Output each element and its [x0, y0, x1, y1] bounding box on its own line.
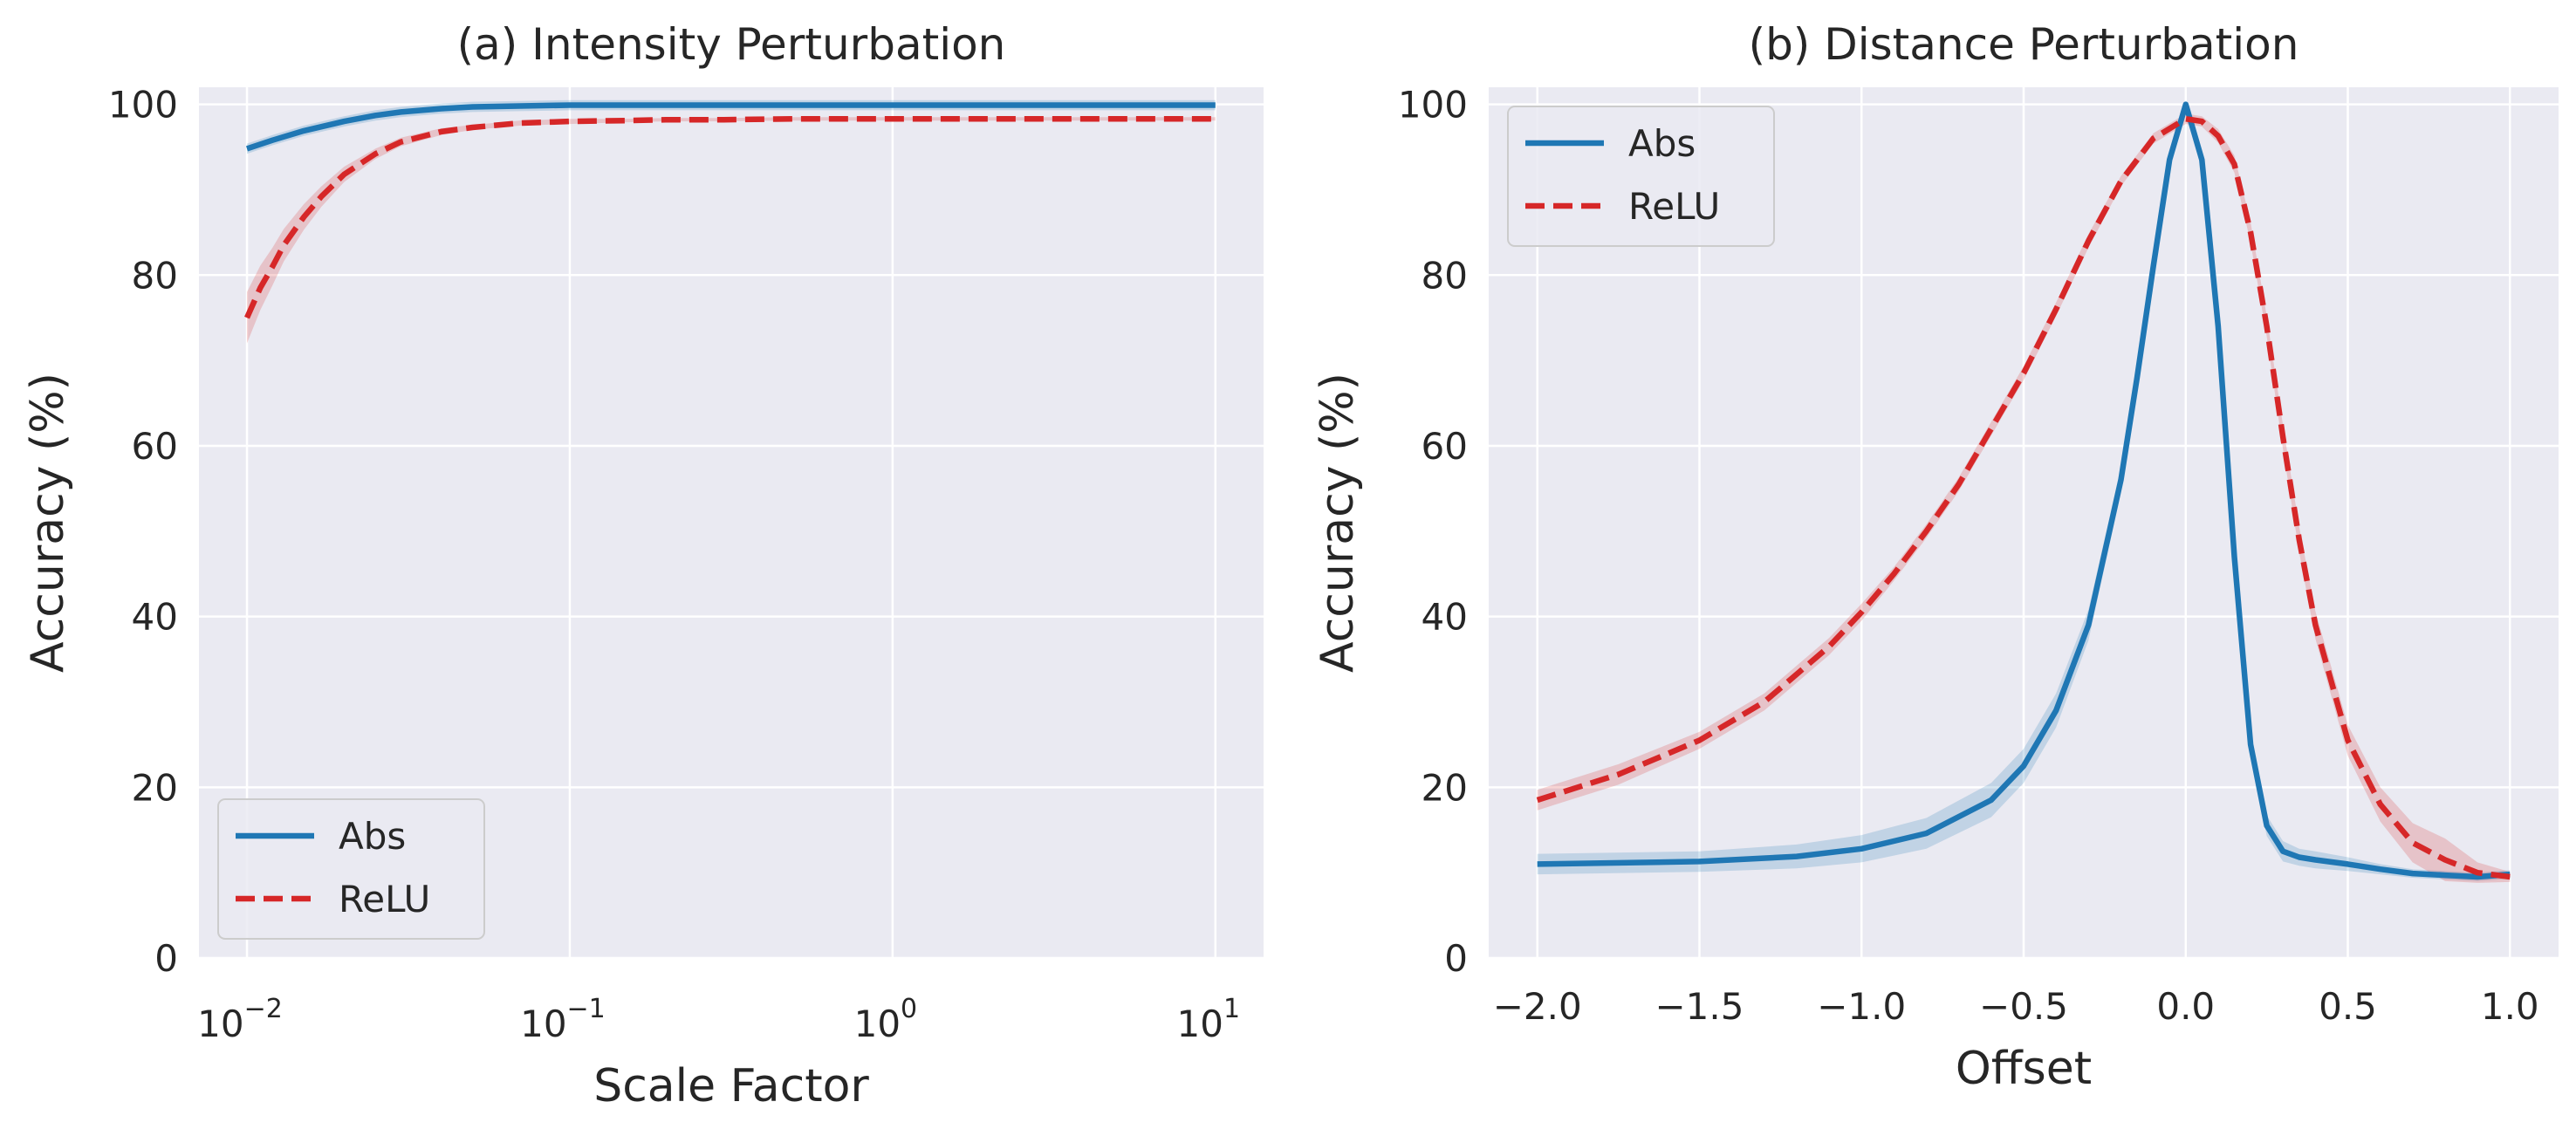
x-tick-label: −0.5 — [1979, 985, 2068, 1028]
x-tick-label: −1.0 — [1817, 985, 1906, 1028]
y-tick-label: 0 — [1444, 937, 1468, 980]
legend-label-abs: Abs — [339, 815, 406, 858]
y-tick-label: 0 — [154, 937, 178, 980]
legend-distance: Abs ReLU — [1507, 106, 1775, 247]
ticks-intensity: 0 20 40 60 80 100 10−2 10−1 100 101 — [108, 84, 1240, 1045]
x-tick-label: 1.0 — [2481, 985, 2539, 1028]
x-tick-label: 101 — [1177, 994, 1241, 1045]
legend-label-relu: ReLU — [1628, 185, 1720, 228]
x-tick-label: 10−1 — [520, 994, 606, 1045]
series-line-relu — [1536, 115, 2511, 880]
legend-intensity: Abs ReLU — [217, 798, 485, 940]
x-tick-label: 0.5 — [2319, 985, 2377, 1028]
chart-title-intensity: (a) Intensity Perturbation — [457, 19, 1006, 70]
y-tick-label: 60 — [132, 425, 178, 468]
series-distance — [1536, 101, 2511, 883]
y-tick-label: 100 — [1398, 84, 1468, 127]
y-axis-label-distance: Accuracy (%) — [1312, 373, 1364, 673]
x-tick-label: −1.5 — [1655, 985, 1744, 1028]
x-tick-label: 10−2 — [197, 994, 283, 1045]
series-intensity — [244, 99, 1216, 344]
y-tick-label: 80 — [132, 254, 178, 297]
x-axis-label-distance: Offset — [1956, 1043, 2092, 1095]
y-tick-label: 40 — [1422, 596, 1468, 639]
ticks-distance: 0 20 40 60 80 100 −2.0 −1.5 −1.0 −0.5 0.0 0.5 1.0 — [1398, 84, 2539, 1028]
x-tick-label: 0.0 — [2156, 985, 2215, 1028]
panel-intensity-perturbation: 0 20 40 60 80 100 10−2 10−1 100 101 (a) Intensity… — [22, 19, 1264, 1112]
legend-label-abs: Abs — [1628, 122, 1696, 165]
series-line-abs — [1537, 101, 2511, 880]
y-axis-label-intensity: Accuracy (%) — [22, 373, 74, 673]
x-tick-label: 100 — [854, 994, 918, 1045]
y-tick-label: 20 — [1422, 766, 1468, 809]
y-tick-label: 80 — [1422, 254, 1468, 297]
x-axis-label-intensity: Scale Factor — [593, 1060, 869, 1112]
y-tick-label: 100 — [108, 84, 178, 127]
chart-title-distance: (b) Distance Perturbation — [1749, 19, 2299, 70]
legend-label-relu: ReLU — [339, 878, 430, 920]
y-tick-label: 40 — [132, 596, 178, 639]
gridlines-distance — [1489, 87, 2559, 960]
panel-distance-perturbation: 0 20 40 60 80 100 −2.0 −1.5 −1.0 −0.5 0.0 0.5 1.0 (b… — [1312, 19, 2559, 1095]
series-line-relu — [244, 115, 1216, 319]
y-tick-label: 60 — [1422, 425, 1468, 468]
y-tick-label: 20 — [132, 766, 178, 809]
x-tick-label: −2.0 — [1493, 985, 1582, 1028]
series-line-abs — [245, 102, 1216, 152]
